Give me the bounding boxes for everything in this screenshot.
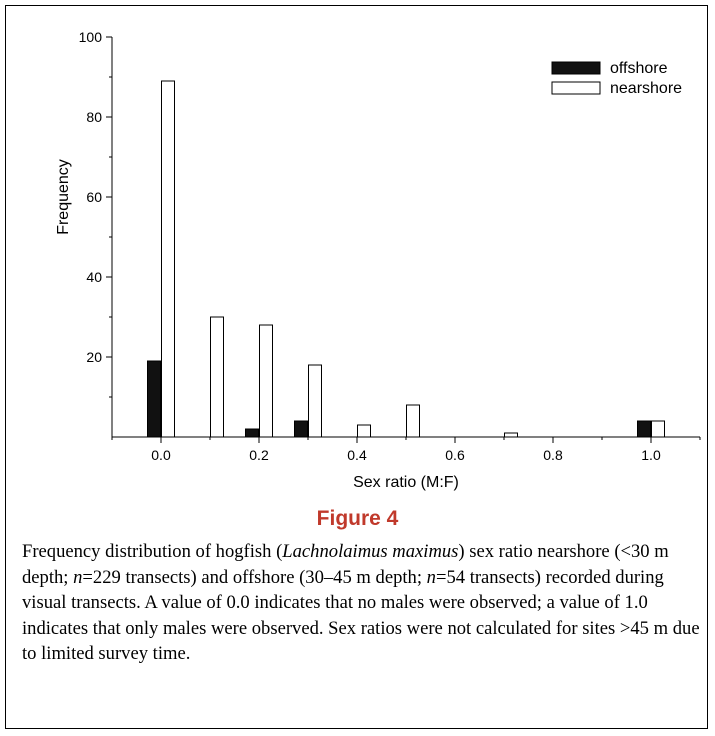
- y-tick-label: 100: [79, 29, 103, 45]
- nearshore-bar: [259, 324, 273, 438]
- legend-label-offshore: offshore: [610, 60, 668, 77]
- figure-caption: Frequency distribution of hogfish (Lachn…: [22, 539, 702, 667]
- figure-frame: [5, 5, 708, 729]
- offshore-bar: [245, 428, 259, 438]
- x-tick-label: 0.4: [347, 447, 367, 463]
- y-tick-label: 20: [86, 349, 102, 365]
- y-tick-label: 40: [86, 269, 102, 285]
- y-tick-label: 60: [86, 189, 102, 205]
- nearshore-bar: [210, 316, 224, 438]
- offshore-bar: [637, 420, 651, 438]
- caption-n-variable: n: [73, 566, 83, 588]
- offshore-bar: [147, 360, 161, 438]
- nearshore-bar: [406, 404, 420, 438]
- caption-text-3: =229 transects) and offshore (30–45 m de…: [82, 566, 427, 588]
- legend: offshore nearshore: [551, 60, 682, 97]
- caption-species-name: Lachnolaimus maximus: [282, 541, 459, 562]
- y-axis-label: Frequency: [55, 159, 72, 235]
- x-tick-label: 0.8: [543, 447, 563, 463]
- figure-title: Figure 4: [316, 507, 399, 530]
- nearshore-bar: [651, 420, 665, 438]
- caption-text-1: Frequency distribution of hogfish (: [22, 541, 283, 562]
- x-axis-label: Sex ratio (M:F): [353, 474, 459, 491]
- nearshore-bar: [357, 424, 371, 438]
- histogram-chart: 20 40 60 80 100 0.0 0.2 0.4 0.6 0.8 1.0 offshore ne…: [55, 29, 701, 491]
- caption-n-variable: n: [426, 566, 436, 588]
- x-tick-label: 1.0: [641, 447, 661, 463]
- bars: [147, 80, 665, 438]
- offshore-bar: [294, 420, 308, 438]
- nearshore-bar: [161, 80, 175, 438]
- y-tick-label: 80: [86, 109, 102, 125]
- legend-label-nearshore: nearshore: [610, 80, 682, 97]
- caption-text-4: =54 transects) recorded during visual tr…: [22, 566, 700, 665]
- nearshore-bar: [308, 364, 322, 438]
- x-tick-label: 0.6: [445, 447, 465, 463]
- nearshore-bar: [504, 432, 518, 438]
- x-tick-label: 0.2: [249, 447, 269, 463]
- legend-swatch-nearshore: [551, 81, 601, 95]
- legend-swatch-offshore: [551, 61, 601, 75]
- x-tick-label: 0.0: [151, 447, 171, 463]
- caption-text-2: ) sex ratio nearshore (<30 m depth;: [22, 541, 669, 588]
